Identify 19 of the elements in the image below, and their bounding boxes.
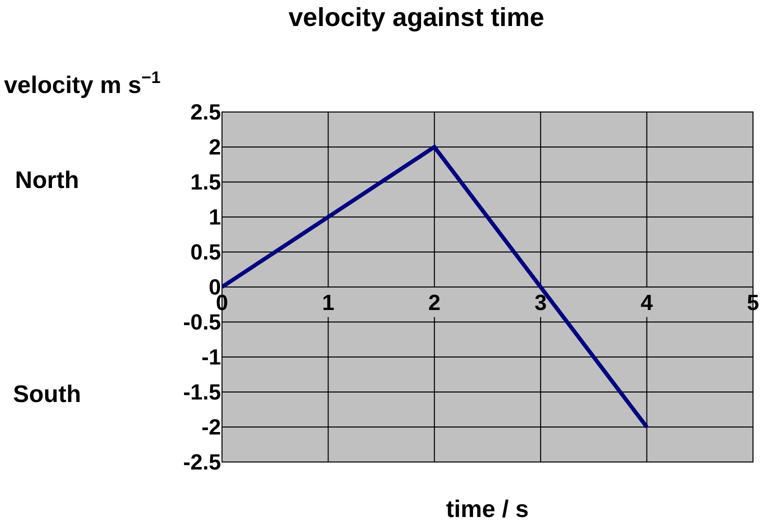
x-tick-label: 4	[640, 290, 654, 315]
y-tick-label: -2	[201, 414, 221, 440]
x-tick-label: 2	[428, 290, 441, 315]
x-axis-title: time / s	[446, 496, 529, 523]
y-tick-label: 2.5	[190, 100, 221, 125]
y-tick-label: -1	[201, 344, 221, 370]
y-tick-label: -0.5	[183, 310, 221, 335]
y-tick-label: 2	[208, 134, 221, 160]
x-tick-label: 3	[534, 290, 547, 315]
y-tick-label: -2.5	[183, 450, 221, 475]
y-tick-label: 1.5	[190, 170, 221, 195]
chart-title: velocity against time	[288, 2, 544, 32]
text: South	[13, 381, 81, 408]
y-tick-label: 1	[208, 204, 221, 230]
x-tick-label: 1	[322, 290, 334, 315]
y-axis-title: velocity m s$^{−1}$	[4, 68, 161, 100]
y-tick-label: 0.5	[190, 240, 221, 265]
y-tick-label: -1.5	[183, 380, 221, 405]
text: North	[15, 167, 79, 194]
